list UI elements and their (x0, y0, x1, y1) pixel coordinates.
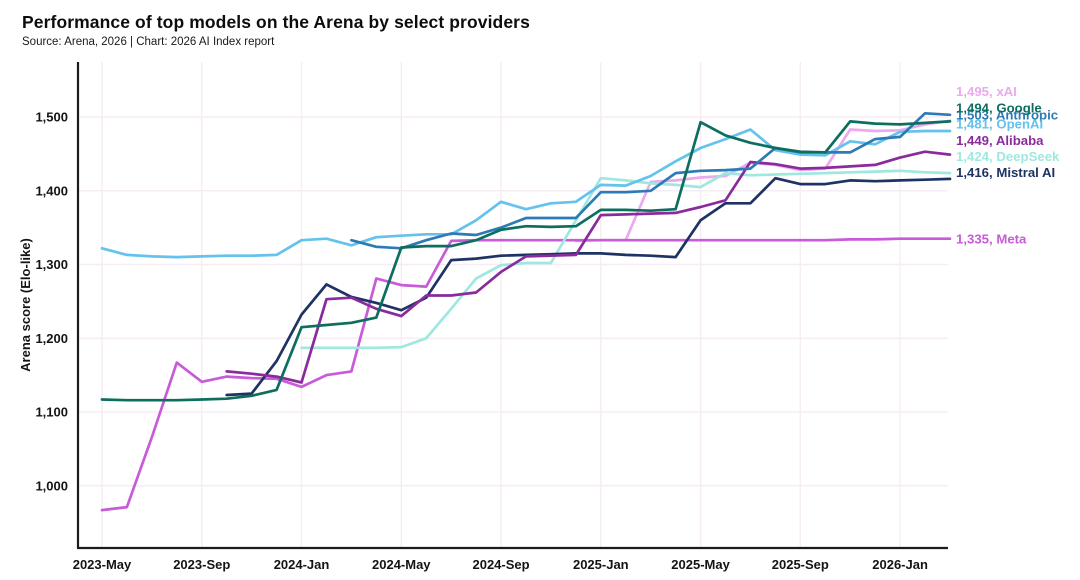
x-axis-tick-label: 2023-Sep (173, 557, 230, 572)
y-axis-tick-label: 1,500 (35, 110, 68, 125)
series-end-label-anthropic: 1,503, Anthropic (956, 107, 1058, 122)
y-axis-tick-label: 1,000 (35, 478, 68, 493)
y-axis-tick-label: 1,300 (35, 257, 68, 272)
y-axis-tick-label: 1,200 (35, 331, 68, 346)
series-line-alibaba (225, 150, 952, 384)
chart-source-line: Source: Arena, 2026 | Chart: 2026 AI Ind… (22, 36, 275, 48)
series-end-label-openai: 1,481, OpenAI (956, 117, 1043, 132)
x-axis-tick-label: 2024-Sep (472, 557, 529, 572)
series-end-label-deepseek: 1,424, DeepSeek (956, 149, 1060, 164)
x-axis-tick-label: 2025-Jan (573, 557, 629, 572)
series-end-label-google: 1,494, Google (956, 100, 1042, 115)
series-line-openai (100, 128, 952, 259)
y-axis-tick-label: 1,400 (35, 183, 68, 198)
x-axis-tick-label: 2023-May (73, 557, 132, 572)
y-axis-title: Arena score (Elo-like) (18, 238, 33, 372)
series-line-deepseek (300, 169, 952, 350)
series-end-label-mistral-ai: 1,416, Mistral AI (956, 165, 1055, 180)
x-axis-tick-label: 2024-Jan (274, 557, 330, 572)
x-axis-tick-label: 2025-May (671, 557, 730, 572)
x-axis-tick-label: 2025-Sep (772, 557, 829, 572)
series-end-label-alibaba: 1,449, Alibaba (956, 133, 1044, 148)
series-line-mistral-ai (225, 176, 952, 397)
series-end-label-meta: 1,335, Meta (956, 231, 1027, 246)
series-line-google (100, 120, 952, 402)
series-line-anthropic (350, 111, 952, 250)
chart-title: Performance of top models on the Arena b… (22, 12, 530, 32)
x-axis-tick-label: 2026-Jan (872, 557, 928, 572)
y-axis-tick-label: 1,100 (35, 405, 68, 420)
x-axis-tick-label: 2024-May (372, 557, 431, 572)
series-line-meta (100, 237, 952, 512)
series-end-label-xai: 1,495, xAI (956, 84, 1017, 99)
